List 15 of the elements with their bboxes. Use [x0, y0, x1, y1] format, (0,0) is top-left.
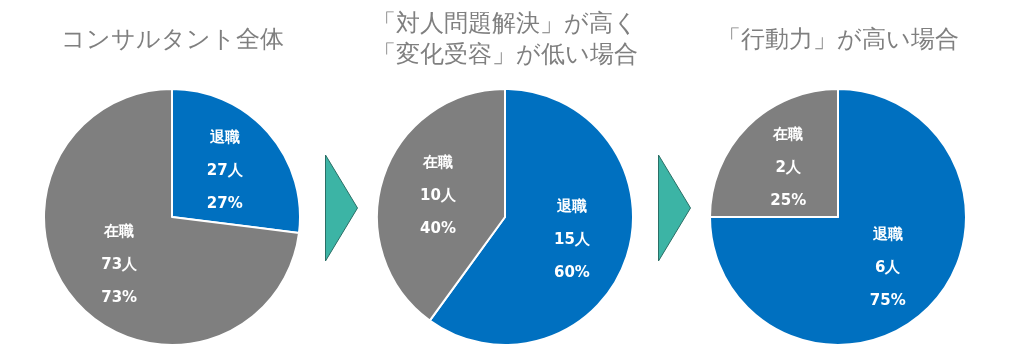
data-label: 27人 27%	[206, 161, 244, 213]
chart-title: コンサルタント全体	[60, 25, 284, 53]
slice-label: 退職	[555, 196, 587, 215]
slice-label: 退職	[208, 128, 240, 147]
data-label: 6人 75%	[869, 257, 906, 309]
slice-label: 退職	[871, 224, 903, 243]
slice-label: 在職	[422, 153, 454, 172]
data-label: 2人 25%	[770, 158, 807, 210]
data-label: 73人 73%	[101, 254, 139, 306]
data-label: 10人 40%	[420, 186, 457, 238]
chart-title: 「行動力」が高い場合	[717, 25, 959, 53]
chart-title: 「対人問題解決」が高く「変化受容」が低い場合	[372, 9, 638, 68]
data-label: 15人 60%	[554, 229, 591, 281]
slice-label: 在職	[772, 125, 804, 144]
slice-label: 在職	[103, 221, 135, 240]
